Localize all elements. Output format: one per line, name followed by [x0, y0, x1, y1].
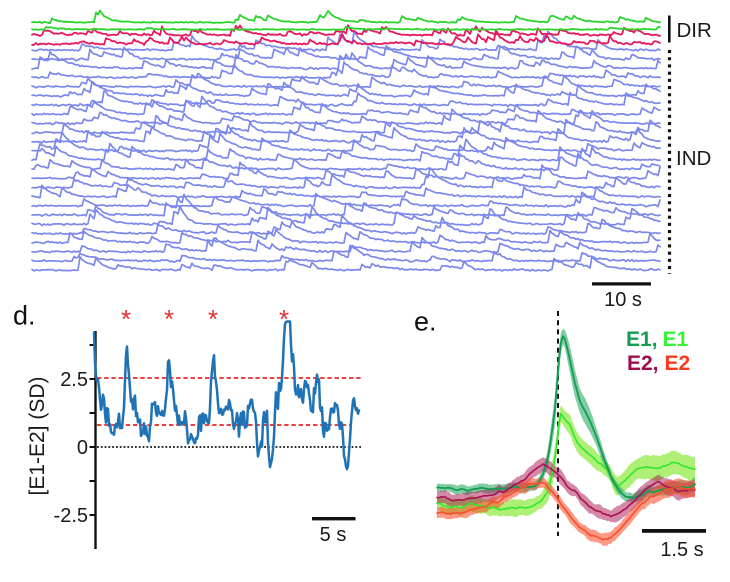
svg-text:1.5 s: 1.5 s — [660, 539, 703, 561]
svg-text:E1,: E1, — [626, 328, 658, 351]
svg-text:*: * — [208, 304, 218, 334]
svg-text:[E1-E2] (SD): [E1-E2] (SD) — [26, 376, 49, 495]
svg-text:E2,: E2, — [627, 352, 659, 375]
svg-text:*: * — [121, 304, 131, 334]
svg-text:*: * — [279, 304, 289, 334]
svg-text:5 s: 5 s — [320, 524, 347, 546]
svg-text:E2: E2 — [665, 352, 691, 375]
svg-text:d.: d. — [13, 301, 36, 331]
svg-text:10 s: 10 s — [604, 289, 642, 311]
svg-text:E1: E1 — [663, 328, 689, 351]
svg-text:0: 0 — [77, 437, 88, 459]
svg-text:*: * — [164, 304, 174, 334]
svg-text:e.: e. — [414, 307, 437, 337]
svg-text:-2.5: -2.5 — [54, 505, 88, 527]
svg-text:IND: IND — [676, 147, 711, 170]
svg-text:2.5: 2.5 — [60, 369, 88, 391]
svg-text:DIR: DIR — [677, 19, 712, 42]
